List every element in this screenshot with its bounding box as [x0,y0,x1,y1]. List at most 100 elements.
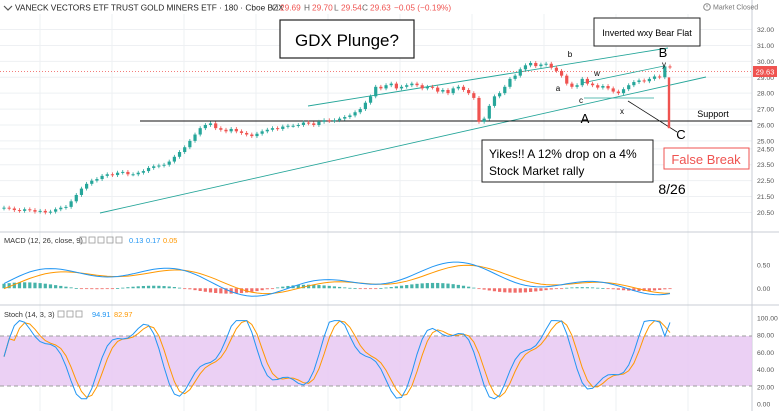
candle-body [529,62,533,66]
macd-histogram-bar [498,288,502,292]
symbol-title: VANECK VECTORS ETF TRUST GOLD MINERS ETF… [15,3,284,13]
macd-histogram-bar [12,282,16,289]
candle-body [2,207,6,209]
ohlc-high-key: H [304,3,310,13]
macd-histogram-bar [544,288,548,291]
stoch-label: Stoch (14, 3, 3) [4,310,55,319]
candle-body [105,174,109,176]
candle-body [441,89,445,92]
trend-lines[interactable] [0,47,752,214]
macd-histogram-bar [559,288,564,290]
wave-label-x: x [620,107,624,116]
annotation-comment-line2: Stock Market rally [489,164,584,178]
macd-histogram-bar [353,288,357,290]
stoch-axis: 100.00 80.00 60.00 40.00 20.00 0.00 [757,316,778,409]
candle-body [668,66,672,68]
candle-body [260,131,264,134]
candle-body [141,171,145,173]
macd-histogram-bar [162,286,166,289]
ohlc-open-key: O [272,3,279,13]
candle-body [188,140,192,148]
candle-body [131,174,135,176]
stoch-tick-label: 0.00 [757,402,770,409]
macd-histogram-bar [332,286,337,289]
macd-histogram-bar [668,288,672,290]
collapse-arrow-icon[interactable] [3,5,13,11]
macd-histogram-bar [110,288,115,290]
candle-body [374,86,378,97]
stoch-series[interactable] [3,320,671,400]
candle-body [157,165,161,167]
candle-body [95,179,99,181]
candle-body [307,122,311,124]
macd-histogram-bar [570,287,574,289]
annotation-false-break[interactable]: False Break [663,147,750,170]
macd-histogram-bar [436,282,440,289]
wave-label-B: B [659,45,668,60]
macd-histogram-bar [234,288,238,294]
macd-series[interactable] [2,261,672,297]
macd-histogram-bar [492,288,497,292]
candle-body [513,75,517,79]
candle-body [663,66,667,78]
price-tick-label: 31.00 [757,43,774,50]
candlestick-series[interactable] [2,61,672,215]
ohlc-close-value: 29.63 [370,3,391,13]
candle-body [172,156,176,162]
macd-histogram-bar [399,285,404,289]
channel-lower-line [99,76,707,214]
candle-body [208,123,213,125]
annotation-comment-box[interactable]: Yikes!! A 12% drop on a 4% Stock Market … [481,139,654,183]
candle-body [379,86,383,89]
macd-histogram-bar [446,283,450,289]
macd-histogram-bar [647,288,651,291]
macd-histogram-bar [451,284,455,289]
macd-histogram-bar [172,287,176,289]
candle-body [286,125,290,127]
wave-label-y: y [662,60,666,69]
market-closed-icon [703,3,711,11]
macd-histogram-bar [54,285,58,289]
flag-upper-line [581,65,665,84]
macd-histogram-bar [327,285,331,289]
macd-histogram-bar [503,288,507,293]
candle-body [363,102,367,110]
macd-histogram-bar [317,285,321,289]
macd-signal-value: 0.17 [146,236,160,245]
macd-histogram-bar [208,288,213,293]
stoch-tick-label: 60.00 [757,350,774,357]
macd-histogram-bar [513,288,517,293]
macd-histogram-bar [69,287,73,289]
candle-body [115,172,120,176]
macd-legend: MACD (12, 26, close, 9) 0.13 0.17 0.05 [4,236,177,245]
macd-histogram-bar [146,285,151,289]
annotation-pattern-box[interactable]: Inverted wxy Bear Flat [593,17,701,47]
macd-histogram-bar [637,288,641,292]
macd-histogram-bar [508,288,512,293]
stoch-tick-label: 40.00 [757,367,774,374]
support-label: Support [697,109,729,119]
candle-body [23,209,27,211]
candle-body [575,85,579,87]
candle-body [658,76,662,78]
candle-body [616,91,620,94]
annotation-title-box[interactable]: GDX Plunge? [279,19,415,59]
price-change: −0.05 (−0.19%) [394,3,451,13]
macd-histogram-bar [534,288,538,292]
macd-histogram-bar [115,288,120,289]
ohlc-low-value: 29.54 [341,3,362,13]
candle-body [255,133,259,137]
macd-histogram-bar [167,286,171,289]
price-tick-label: 20.50 [757,210,774,217]
annotation-title: GDX Plunge? [295,31,399,50]
candle-body [214,123,218,129]
macd-histogram-bar [374,288,378,290]
macd-histogram-bar [539,288,543,291]
macd-histogram-bar [281,286,285,289]
price-axis[interactable]: 32.00 31.00 30.00 29.00 28.00 27.00 26.00 25.00… [757,27,774,217]
macd-histogram-bar [28,282,32,289]
macd-histogram-bar [549,288,553,290]
macd-histogram-bar [590,287,595,289]
price-tick-label: 27.00 [757,107,774,114]
